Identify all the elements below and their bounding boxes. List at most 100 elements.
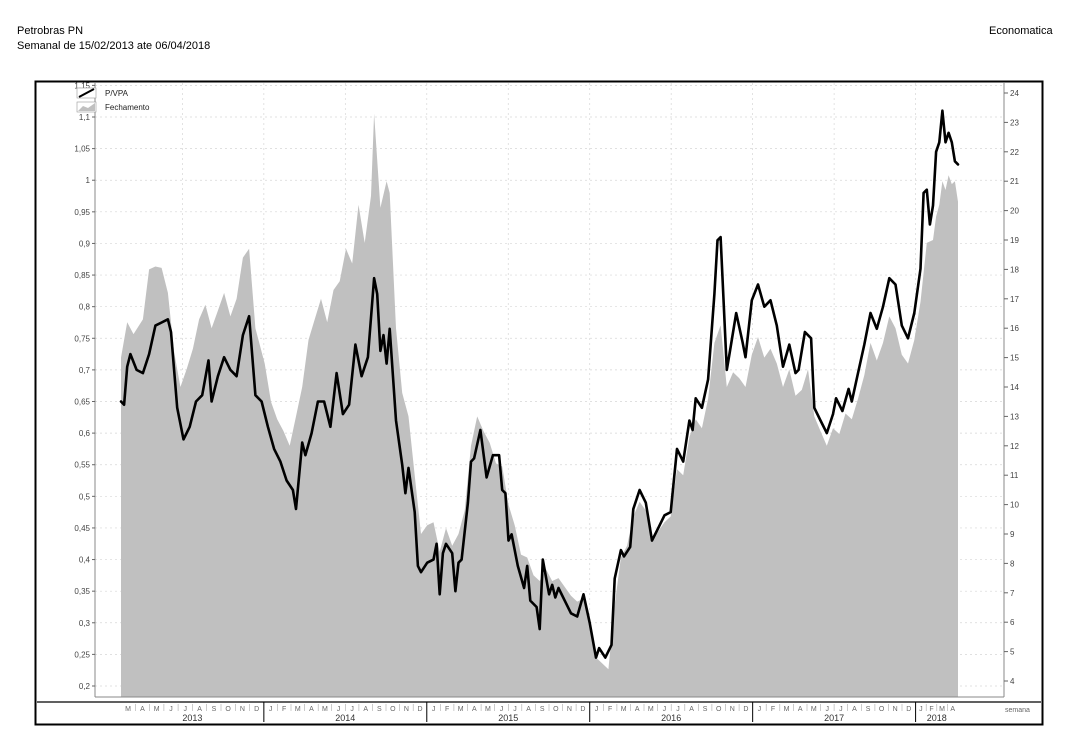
legend: P/VPA Fechamento (76, 87, 150, 113)
left-tick-label: 0,85 (74, 271, 90, 280)
pvpa-point (776, 325, 778, 327)
pvpa-point (142, 372, 144, 374)
pvpa-point (379, 350, 381, 352)
pvpa-point (663, 514, 666, 516)
right-tick-label: 19 (1010, 236, 1019, 245)
right-tick-label: 14 (1010, 383, 1019, 392)
legend-swatch-pvpa (78, 88, 95, 98)
month-label: N (404, 706, 409, 713)
pvpa-point (420, 571, 422, 573)
pvpa-point (304, 454, 306, 456)
right-tick-label: 4 (1010, 677, 1015, 686)
month-label: A (363, 706, 368, 713)
pvpa-point (869, 312, 872, 314)
pvpa-point (161, 321, 163, 324)
left-tick-label: 0,3 (79, 619, 91, 628)
right-tick-label: 16 (1010, 324, 1019, 333)
month-label: J (839, 706, 843, 713)
pvpa-point (701, 407, 703, 409)
pvpa-point (741, 340, 744, 342)
year-label: 2018 (927, 713, 947, 723)
month-label: J (676, 706, 680, 713)
year-label: 2013 (182, 713, 202, 723)
pvpa-point (813, 407, 815, 409)
pvpa-point (373, 277, 375, 279)
chart-subtitle: Semanal de 15/02/2013 ate 06/04/2018 (17, 40, 211, 52)
pvpa-point (436, 543, 438, 545)
pvpa-point (267, 426, 269, 428)
pvpa-point (935, 151, 937, 153)
pvpa-point (467, 502, 469, 504)
pvpa-point (248, 315, 250, 317)
pvpa-point (720, 236, 722, 238)
pvpa-point (195, 400, 197, 403)
month-label: M (648, 706, 654, 713)
pvpa-point (407, 467, 410, 469)
pvpa-point (576, 615, 578, 618)
pvpa-point (826, 432, 828, 434)
pvpa-point (542, 559, 544, 561)
month-label: O (879, 706, 885, 713)
pvpa-point (223, 356, 225, 358)
month-label: A (309, 706, 314, 713)
pvpa-point (810, 337, 812, 339)
month-label: J (826, 706, 830, 713)
pvpa-point (286, 479, 288, 482)
pvpa-point (948, 132, 950, 134)
left-tick-label: 0,75 (74, 334, 90, 343)
pvpa-point (295, 508, 297, 510)
pvpa-point (401, 464, 403, 466)
pvpa-point (692, 429, 694, 431)
pvpa-point (901, 325, 903, 327)
pvpa-point (136, 369, 138, 371)
right-tick-label: 15 (1010, 354, 1019, 363)
pvpa-point (713, 293, 716, 295)
pvpa-point (479, 429, 481, 431)
month-label: F (608, 706, 612, 713)
month-label: J (337, 706, 341, 713)
pvpa-point (851, 400, 853, 403)
right-tick-label: 13 (1010, 412, 1019, 421)
pvpa-point (461, 559, 463, 561)
pvpa-point (610, 644, 613, 646)
pvpa-point (432, 559, 435, 561)
pvpa-point (620, 549, 622, 551)
pvpa-point (170, 331, 172, 333)
pvpa-point (919, 268, 922, 270)
right-tick-label: 7 (1010, 589, 1015, 598)
pvpa-point (676, 448, 678, 450)
pvpa-point (129, 353, 131, 355)
year-label: 2017 (824, 713, 844, 723)
legend-swatch-fechamento (78, 103, 95, 111)
pvpa-point (670, 511, 672, 513)
month-label: O (390, 706, 396, 713)
pvpa-point (526, 565, 528, 567)
month-label: A (798, 706, 803, 713)
pvpa-point (217, 375, 219, 377)
pvpa-point (292, 489, 294, 491)
month-label: A (689, 706, 694, 713)
pvpa-point (639, 489, 641, 491)
pvpa-point (123, 404, 125, 406)
pvpa-line (119, 109, 960, 659)
month-label: A (140, 706, 145, 713)
month-label: M (295, 706, 301, 713)
pvpa-point (763, 306, 765, 308)
right-tick-label: 24 (1010, 89, 1019, 98)
pvpa-point (342, 413, 344, 415)
month-label: N (730, 706, 735, 713)
pvpa-point (863, 344, 865, 346)
pvpa-point (354, 344, 356, 346)
month-label: M (939, 706, 945, 713)
month-label: M (322, 706, 328, 713)
axes-layer: 0,2 0,25 0,3 0,35 0,4 0,45 0,5 0,55 0,6 0,65 0,7 0,… (74, 81, 1019, 697)
year-label: 2015 (498, 713, 518, 723)
pvpa-point (473, 457, 475, 459)
month-label: S (866, 706, 871, 713)
left-tick-label: 0,8 (79, 303, 91, 312)
right-tick-label: 23 (1010, 118, 1019, 127)
right-tick-label: 12 (1010, 442, 1019, 451)
pvpa-point (926, 189, 928, 191)
left-tick-label: 0,65 (74, 398, 90, 407)
